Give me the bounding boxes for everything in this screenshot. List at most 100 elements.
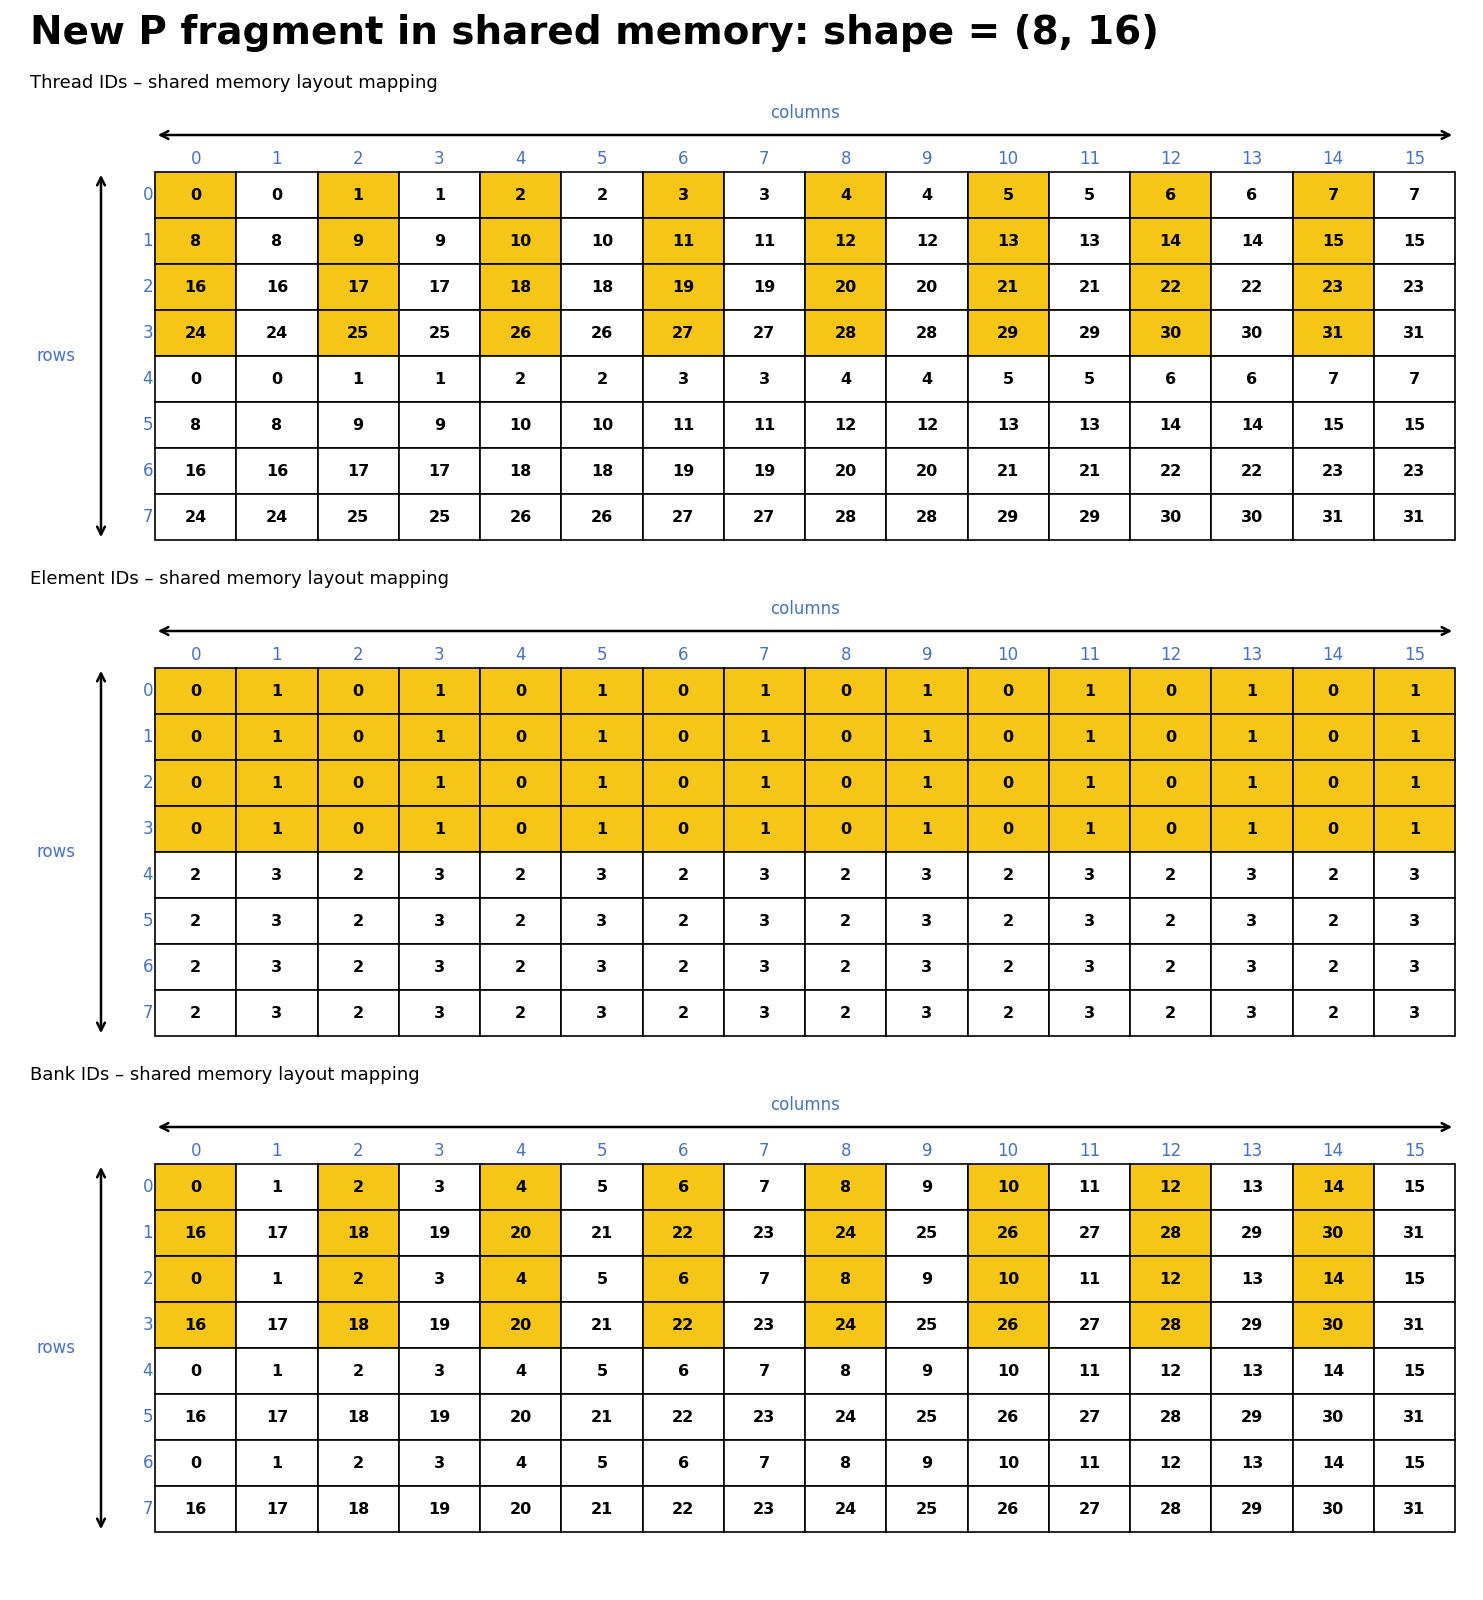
Text: 12: 12 (1160, 1179, 1182, 1195)
Text: 20: 20 (915, 464, 939, 478)
Text: 5: 5 (596, 1179, 608, 1195)
Bar (561, 714, 642, 760)
Bar (156, 1302, 236, 1347)
Text: 1: 1 (921, 683, 933, 699)
Text: 14: 14 (1323, 150, 1344, 168)
Text: 2: 2 (515, 1005, 526, 1021)
Text: 1: 1 (1409, 683, 1419, 699)
Text: 2: 2 (142, 774, 153, 792)
Text: 4: 4 (515, 1272, 526, 1286)
Text: 12: 12 (1160, 1142, 1182, 1160)
Text: 12: 12 (835, 418, 857, 432)
Bar (642, 310, 724, 357)
Bar (561, 264, 642, 310)
Bar (1130, 898, 1212, 944)
Text: 6: 6 (678, 1272, 688, 1286)
Bar (399, 1165, 480, 1210)
Bar (1293, 310, 1373, 357)
Bar (1212, 1210, 1293, 1256)
Bar (480, 448, 561, 494)
Text: 7: 7 (759, 1456, 770, 1470)
Text: 0: 0 (190, 150, 200, 168)
Text: 9: 9 (921, 1142, 933, 1160)
Text: 4: 4 (142, 370, 153, 387)
Text: 19: 19 (672, 464, 694, 478)
Bar (236, 944, 317, 990)
Text: 31: 31 (1403, 1317, 1425, 1333)
Bar (724, 990, 805, 1037)
Text: 7: 7 (759, 1179, 770, 1195)
Bar (805, 898, 887, 944)
Text: 3: 3 (759, 187, 770, 203)
Text: 5: 5 (1084, 187, 1094, 203)
Text: 0: 0 (515, 730, 526, 744)
Text: 6: 6 (1246, 371, 1258, 387)
Text: 16: 16 (265, 464, 288, 478)
Text: 0: 0 (142, 1178, 153, 1197)
Text: 3: 3 (1084, 960, 1094, 974)
Bar (480, 171, 561, 218)
Bar (480, 1302, 561, 1347)
Text: 4: 4 (839, 371, 851, 387)
Text: 2: 2 (678, 1005, 688, 1021)
Bar (1373, 1210, 1455, 1256)
Text: 6: 6 (678, 150, 688, 168)
Text: 6: 6 (678, 1363, 688, 1379)
Text: 4: 4 (142, 1362, 153, 1379)
Text: 16: 16 (184, 1410, 206, 1424)
Text: 1: 1 (353, 187, 363, 203)
Text: 3: 3 (271, 867, 282, 883)
Text: 2: 2 (1327, 960, 1339, 974)
Text: 9: 9 (921, 150, 933, 168)
Text: 10: 10 (590, 234, 612, 248)
Bar (1048, 1347, 1130, 1394)
Bar (724, 1210, 805, 1256)
Bar (967, 1347, 1048, 1394)
Bar (236, 760, 317, 806)
Text: 5: 5 (596, 1272, 608, 1286)
Bar (399, 402, 480, 448)
Bar (156, 171, 236, 218)
Bar (1293, 1440, 1373, 1486)
Text: 13: 13 (1241, 1179, 1264, 1195)
Text: 31: 31 (1403, 1501, 1425, 1517)
Bar (480, 1210, 561, 1256)
Bar (317, 1256, 399, 1302)
Text: 12: 12 (915, 418, 939, 432)
Text: 25: 25 (915, 1501, 939, 1517)
Bar (399, 898, 480, 944)
Bar (887, 1256, 967, 1302)
Bar (1373, 1486, 1455, 1533)
Text: 4: 4 (516, 150, 526, 168)
Text: 2: 2 (353, 1005, 363, 1021)
Text: 21: 21 (1078, 280, 1100, 294)
Text: 0: 0 (142, 682, 153, 701)
Text: 11: 11 (1078, 1456, 1100, 1470)
Bar (317, 1347, 399, 1394)
Text: 16: 16 (184, 464, 206, 478)
Text: 0: 0 (1327, 821, 1339, 837)
Bar (887, 669, 967, 714)
Bar (642, 714, 724, 760)
Text: 11: 11 (1078, 150, 1100, 168)
Text: 14: 14 (1323, 646, 1344, 664)
Text: 21: 21 (997, 280, 1019, 294)
Bar (236, 1165, 317, 1210)
Bar (399, 310, 480, 357)
Text: 27: 27 (1078, 1501, 1100, 1517)
Text: 13: 13 (1241, 646, 1262, 664)
Text: 0: 0 (1003, 683, 1014, 699)
Bar (1048, 669, 1130, 714)
Text: 14: 14 (1241, 418, 1264, 432)
Bar (236, 1486, 317, 1533)
Text: 12: 12 (835, 234, 857, 248)
Text: 1: 1 (1409, 730, 1419, 744)
Bar (561, 310, 642, 357)
Bar (1130, 1165, 1212, 1210)
Bar (887, 1302, 967, 1347)
Text: 9: 9 (921, 1272, 933, 1286)
Bar (967, 448, 1048, 494)
Text: columns: columns (770, 1096, 839, 1114)
Bar (805, 1347, 887, 1394)
Bar (156, 714, 236, 760)
